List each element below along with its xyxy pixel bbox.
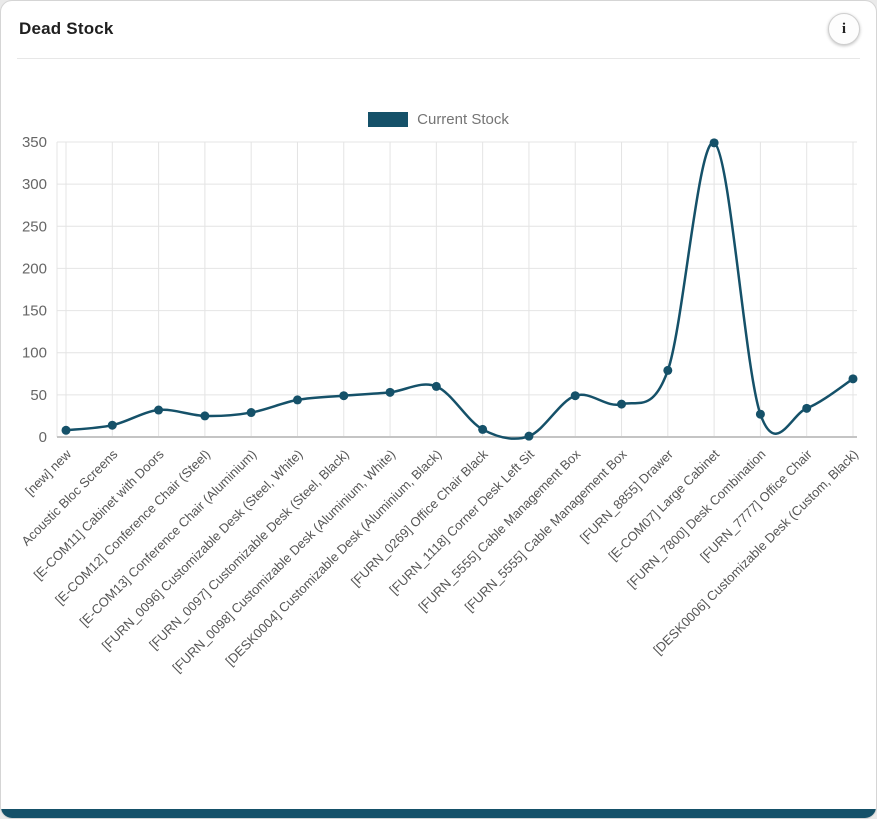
svg-text:350: 350 <box>22 134 47 151</box>
svg-text:[FURN_5555] Cable Management B: [FURN_5555] Cable Management Box <box>415 446 583 614</box>
svg-text:300: 300 <box>22 176 47 193</box>
card-footer-bar <box>1 809 876 818</box>
page-title: Dead Stock <box>19 19 114 38</box>
header-divider <box>17 58 860 59</box>
svg-text:150: 150 <box>22 303 47 320</box>
svg-text:200: 200 <box>22 260 47 277</box>
chart-legend[interactable]: Current Stock <box>1 111 876 128</box>
info-icon: i <box>841 20 847 37</box>
svg-text:[FURN_0098] Customizable Desk: [FURN_0098] Customizable Desk (Aluminium… <box>169 447 398 676</box>
info-button[interactable]: i <box>828 13 860 45</box>
svg-text:[DESK0004] Customizable Desk (: [DESK0004] Customizable Desk (Aluminium,… <box>222 447 444 669</box>
card-header: Dead Stock i <box>1 1 876 53</box>
svg-text:100: 100 <box>22 345 47 362</box>
svg-text:250: 250 <box>22 218 47 235</box>
svg-text:50: 50 <box>30 387 47 404</box>
legend-swatch <box>368 112 409 127</box>
svg-text:[FURN_5555] Cable Management B: [FURN_5555] Cable Management Box <box>462 446 630 614</box>
svg-text:0: 0 <box>39 429 47 446</box>
legend-label: Current Stock <box>417 111 509 128</box>
